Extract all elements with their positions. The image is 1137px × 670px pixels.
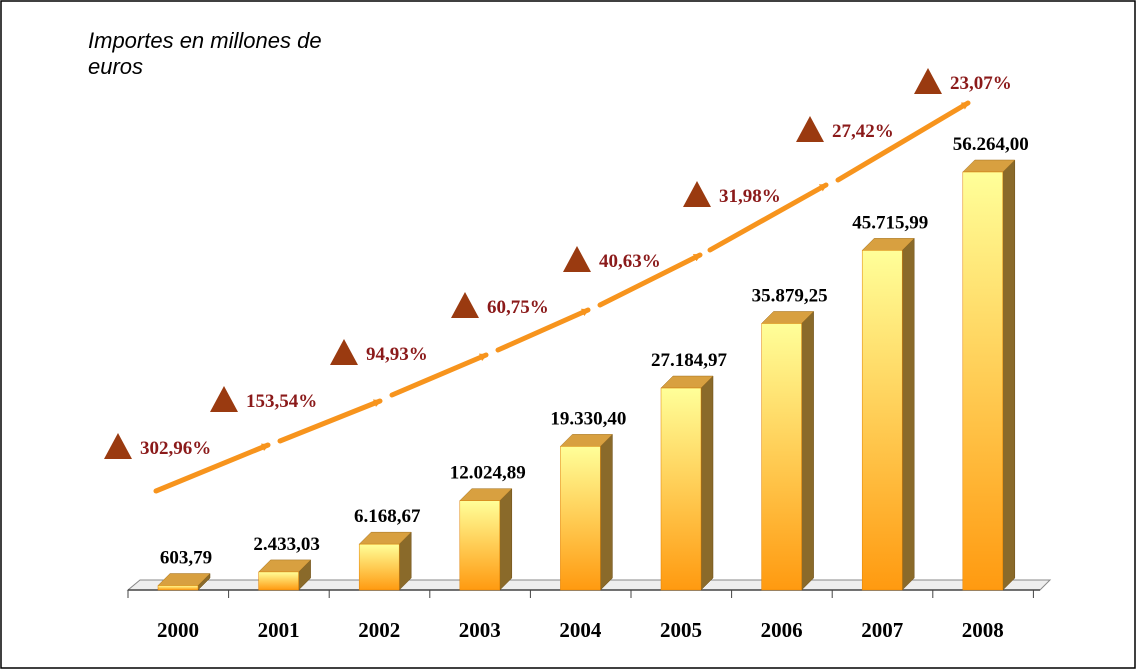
growth-label: 23,07% xyxy=(950,73,1012,94)
bar-side xyxy=(700,375,714,591)
bar-side xyxy=(1002,159,1016,591)
trend-arrow xyxy=(153,100,971,494)
growth-marker xyxy=(563,246,591,272)
bar-side xyxy=(901,237,915,591)
bar xyxy=(660,387,702,591)
x-tick-label: 2002 xyxy=(358,618,400,642)
bar xyxy=(962,171,1004,591)
growth-label: 60,75% xyxy=(487,297,549,318)
bar xyxy=(358,543,400,591)
value-label: 12.024,89 xyxy=(450,463,526,484)
growth-marker xyxy=(104,433,132,459)
value-label: 6.168,67 xyxy=(354,506,421,527)
bar-side xyxy=(600,433,613,591)
value-label: 19.330,40 xyxy=(550,408,626,429)
bar xyxy=(861,250,903,591)
growth-label: 27,42% xyxy=(832,121,894,142)
bar xyxy=(761,323,802,591)
x-tick-label: 2008 xyxy=(962,618,1004,642)
growth-label: 153,54% xyxy=(246,391,317,412)
x-tick-label: 2000 xyxy=(157,618,199,642)
chart-title: Importes en millones de euros xyxy=(88,28,322,79)
growth-marker xyxy=(683,181,711,207)
bar-side xyxy=(499,488,513,591)
x-tick-label: 2004 xyxy=(559,618,602,642)
value-label: 45.715,99 xyxy=(852,212,928,233)
value-label: 35.879,25 xyxy=(752,285,828,306)
growth-label: 302,96% xyxy=(140,438,211,459)
growth-label: 40,63% xyxy=(599,251,661,272)
growth-marker xyxy=(914,68,942,94)
x-tick-label: 2001 xyxy=(258,618,300,642)
bar xyxy=(459,500,501,591)
value-label: 56.264,00 xyxy=(953,134,1029,155)
bar xyxy=(258,571,299,591)
x-tick-label: 2005 xyxy=(660,618,702,642)
bar xyxy=(157,585,199,591)
bar-side xyxy=(801,310,814,591)
x-tick-label: 2007 xyxy=(861,618,903,642)
value-label: 603,79 xyxy=(160,548,212,569)
growth-marker xyxy=(330,339,358,365)
growth-marker xyxy=(210,386,238,412)
value-label: 27.184,97 xyxy=(651,350,728,371)
growth-marker xyxy=(796,116,824,142)
growth-marker xyxy=(451,292,479,318)
value-label: 2.433,03 xyxy=(253,534,320,555)
bar xyxy=(560,446,601,591)
growth-label: 94,93% xyxy=(366,344,428,365)
x-tick-label: 2003 xyxy=(459,618,501,642)
x-tick-label: 2006 xyxy=(761,618,803,642)
growth-label: 31,98% xyxy=(719,186,781,207)
